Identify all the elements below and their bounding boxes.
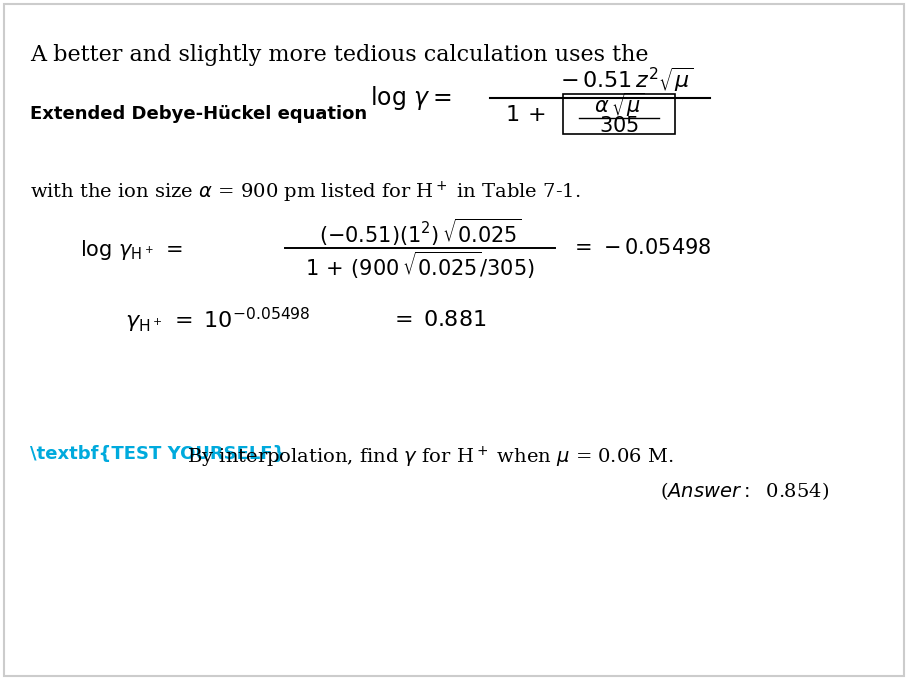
Text: By interpolation, find $\gamma$ for H$^+$ when $\mu$ = 0.06 M.: By interpolation, find $\gamma$ for H$^+… (175, 445, 674, 471)
Text: ($\mathit{Answer:}$  0.854): ($\mathit{Answer:}$ 0.854) (660, 480, 829, 502)
Text: $305$: $305$ (599, 116, 639, 136)
Text: A better and slightly more tedious calculation uses the: A better and slightly more tedious calcu… (30, 44, 648, 66)
Text: $\log\,\gamma_{\mathrm{H}^+}\;=$: $\log\,\gamma_{\mathrm{H}^+}\;=$ (80, 238, 183, 262)
Text: $1\,+\,(900\,\sqrt{0.025}/305)$: $1\,+\,(900\,\sqrt{0.025}/305)$ (305, 250, 535, 281)
FancyBboxPatch shape (4, 4, 904, 676)
FancyBboxPatch shape (563, 94, 675, 134)
Text: $\alpha\,\sqrt{\mu}$: $\alpha\,\sqrt{\mu}$ (594, 91, 644, 119)
Text: $-\,0.51\,z^2\sqrt{\mu}$: $-\,0.51\,z^2\sqrt{\mu}$ (560, 66, 693, 95)
Text: $1\,+$: $1\,+$ (505, 104, 546, 126)
Text: Extended Debye-Hückel equation: Extended Debye-Hückel equation (30, 105, 367, 123)
Text: \textbf{TEST YOURSELF}: \textbf{TEST YOURSELF} (30, 445, 285, 463)
Text: $=\;0.881$: $=\;0.881$ (390, 309, 487, 331)
Text: $=\,-0.05498$: $=\,-0.05498$ (570, 238, 712, 258)
Text: $\log\,\gamma =$: $\log\,\gamma =$ (370, 84, 451, 112)
Text: with the ion size $\alpha$ = 900 pm listed for H$^+$ in Table 7-1.: with the ion size $\alpha$ = 900 pm list… (30, 180, 580, 205)
Text: $(-0.51)(1^2)\,\sqrt{0.025}$: $(-0.51)(1^2)\,\sqrt{0.025}$ (319, 216, 521, 248)
Text: $\gamma_{\mathrm{H}^+}\;=\;10^{-0.05498}$: $\gamma_{\mathrm{H}^+}\;=\;10^{-0.05498}… (125, 305, 311, 335)
